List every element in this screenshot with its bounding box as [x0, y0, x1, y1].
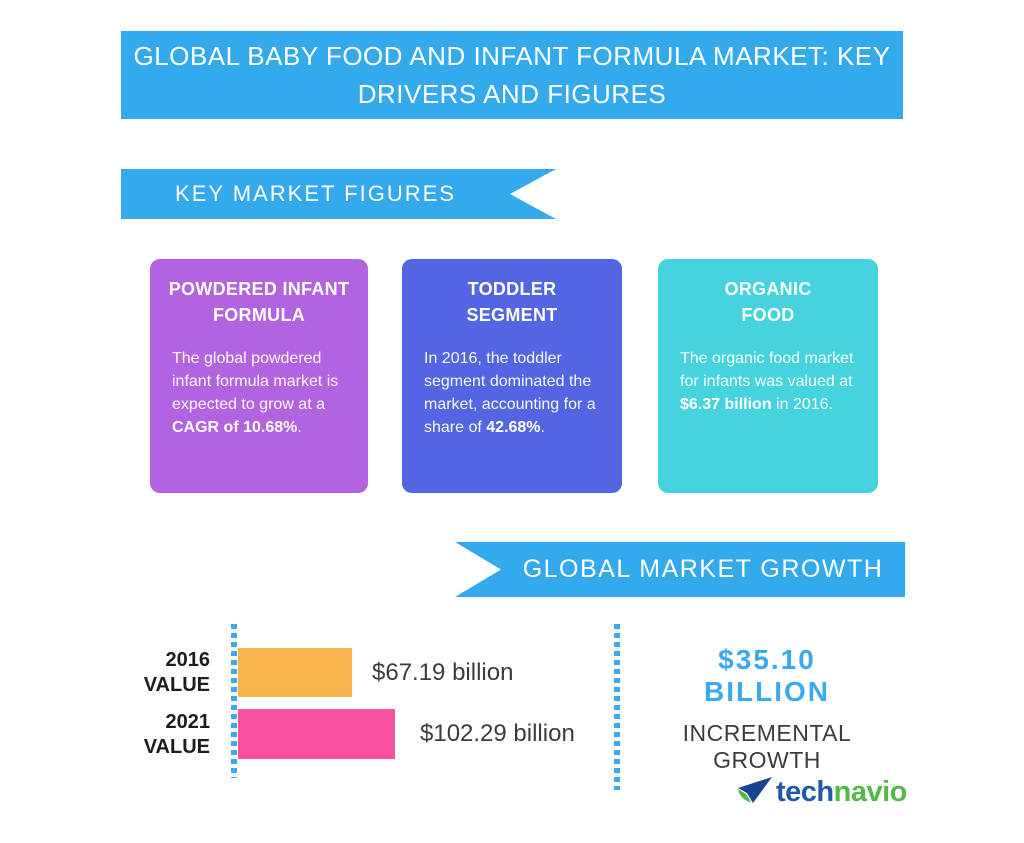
card-body-text: in 2016.: [771, 396, 833, 413]
bar-value-label-2021: $102.29 billion: [420, 709, 575, 759]
page-title-line-1: GLOBAL BABY FOOD AND INFANT FORMULA MARK…: [133, 41, 891, 71]
card-body-text: .: [540, 419, 545, 436]
technavio-logo-icon: [737, 775, 773, 812]
card-body-highlight: CAGR of 10.68%: [172, 419, 298, 436]
category-year: 2021: [165, 711, 211, 733]
card-title-line: SEGMENT: [466, 305, 558, 325]
card-body-text: In 2016, the toddler segment dominated t…: [424, 350, 596, 436]
card-body: In 2016, the toddler segment dominated t…: [424, 347, 609, 439]
card-body: The global powdered infant formula marke…: [172, 347, 355, 439]
card-body-text: .: [297, 419, 302, 436]
wordmark-tech: tech: [776, 776, 834, 808]
chart-separator-dotted: [614, 624, 620, 790]
technavio-wordmark: technavio: [776, 774, 907, 810]
wordmark-navio: navio: [833, 776, 908, 808]
bar-2021-value: [238, 709, 395, 759]
card-body-text: The global powdered infant formula marke…: [172, 350, 339, 413]
page-title-line-2: DRIVERS AND FIGURES: [357, 79, 667, 109]
card-body: The organic food market for infants was …: [680, 347, 865, 416]
incremental-growth-label: INCREMENTAL GROWTH: [682, 720, 852, 773]
incremental-growth-value: $35.10: [718, 644, 816, 675]
section-title-global-market-growth: GLOBAL MARKET GROWTH: [522, 555, 884, 583]
section-ribbon-key-market-figures: KEY MARKET FIGURES: [121, 169, 556, 219]
chart-baseline-dotted: [231, 624, 237, 778]
card-title-line: TODDLER: [467, 279, 557, 299]
category-word: VALUE: [143, 736, 210, 758]
card-title: POWDERED INFANT FORMULA: [162, 276, 356, 328]
card-body-text: The organic food market for infants was …: [680, 350, 854, 390]
incremental-growth-unit: BILLION: [704, 676, 830, 707]
value-text: $67.19 billion: [372, 658, 514, 686]
card-body-highlight: $6.37 billion: [680, 396, 772, 413]
incremental-growth-annotation: $35.10 BILLION INCREMENTAL GROWTH: [630, 644, 904, 774]
chart-category-label-2021: 2021 VALUE: [90, 710, 210, 760]
card-title: TODDLER SEGMENT: [414, 276, 610, 328]
bar-value-label-2016: $67.19 billion: [372, 648, 513, 697]
card-title-line: FOOD: [741, 305, 795, 325]
card-title-line: POWDERED INFANT: [168, 279, 350, 299]
card-title-line: ORGANIC: [724, 279, 812, 299]
chart-category-label-2016: 2016 VALUE: [90, 648, 210, 698]
category-year: 2016: [165, 649, 211, 671]
category-word: VALUE: [143, 674, 210, 696]
value-text: $102.29 billion: [420, 720, 575, 747]
card-title-line: FORMULA: [212, 305, 306, 325]
card-toddler-segment: TODDLER SEGMENT In 2016, the toddler seg…: [402, 259, 622, 493]
bar-2016-value: [238, 648, 352, 697]
card-powdered-infant-formula: POWDERED INFANT FORMULA The global powde…: [150, 259, 368, 493]
card-title: ORGANIC FOOD: [670, 276, 866, 328]
section-title-key-market-figures: KEY MARKET FIGURES: [175, 181, 456, 206]
section-ribbon-global-market-growth: GLOBAL MARKET GROWTH: [455, 542, 905, 597]
title-banner: GLOBAL BABY FOOD AND INFANT FORMULA MARK…: [121, 31, 903, 119]
technavio-logo: technavio: [737, 774, 907, 810]
card-organic-food: ORGANIC FOOD The organic food market for…: [658, 259, 878, 493]
card-body-highlight: 42.68%: [486, 419, 541, 436]
